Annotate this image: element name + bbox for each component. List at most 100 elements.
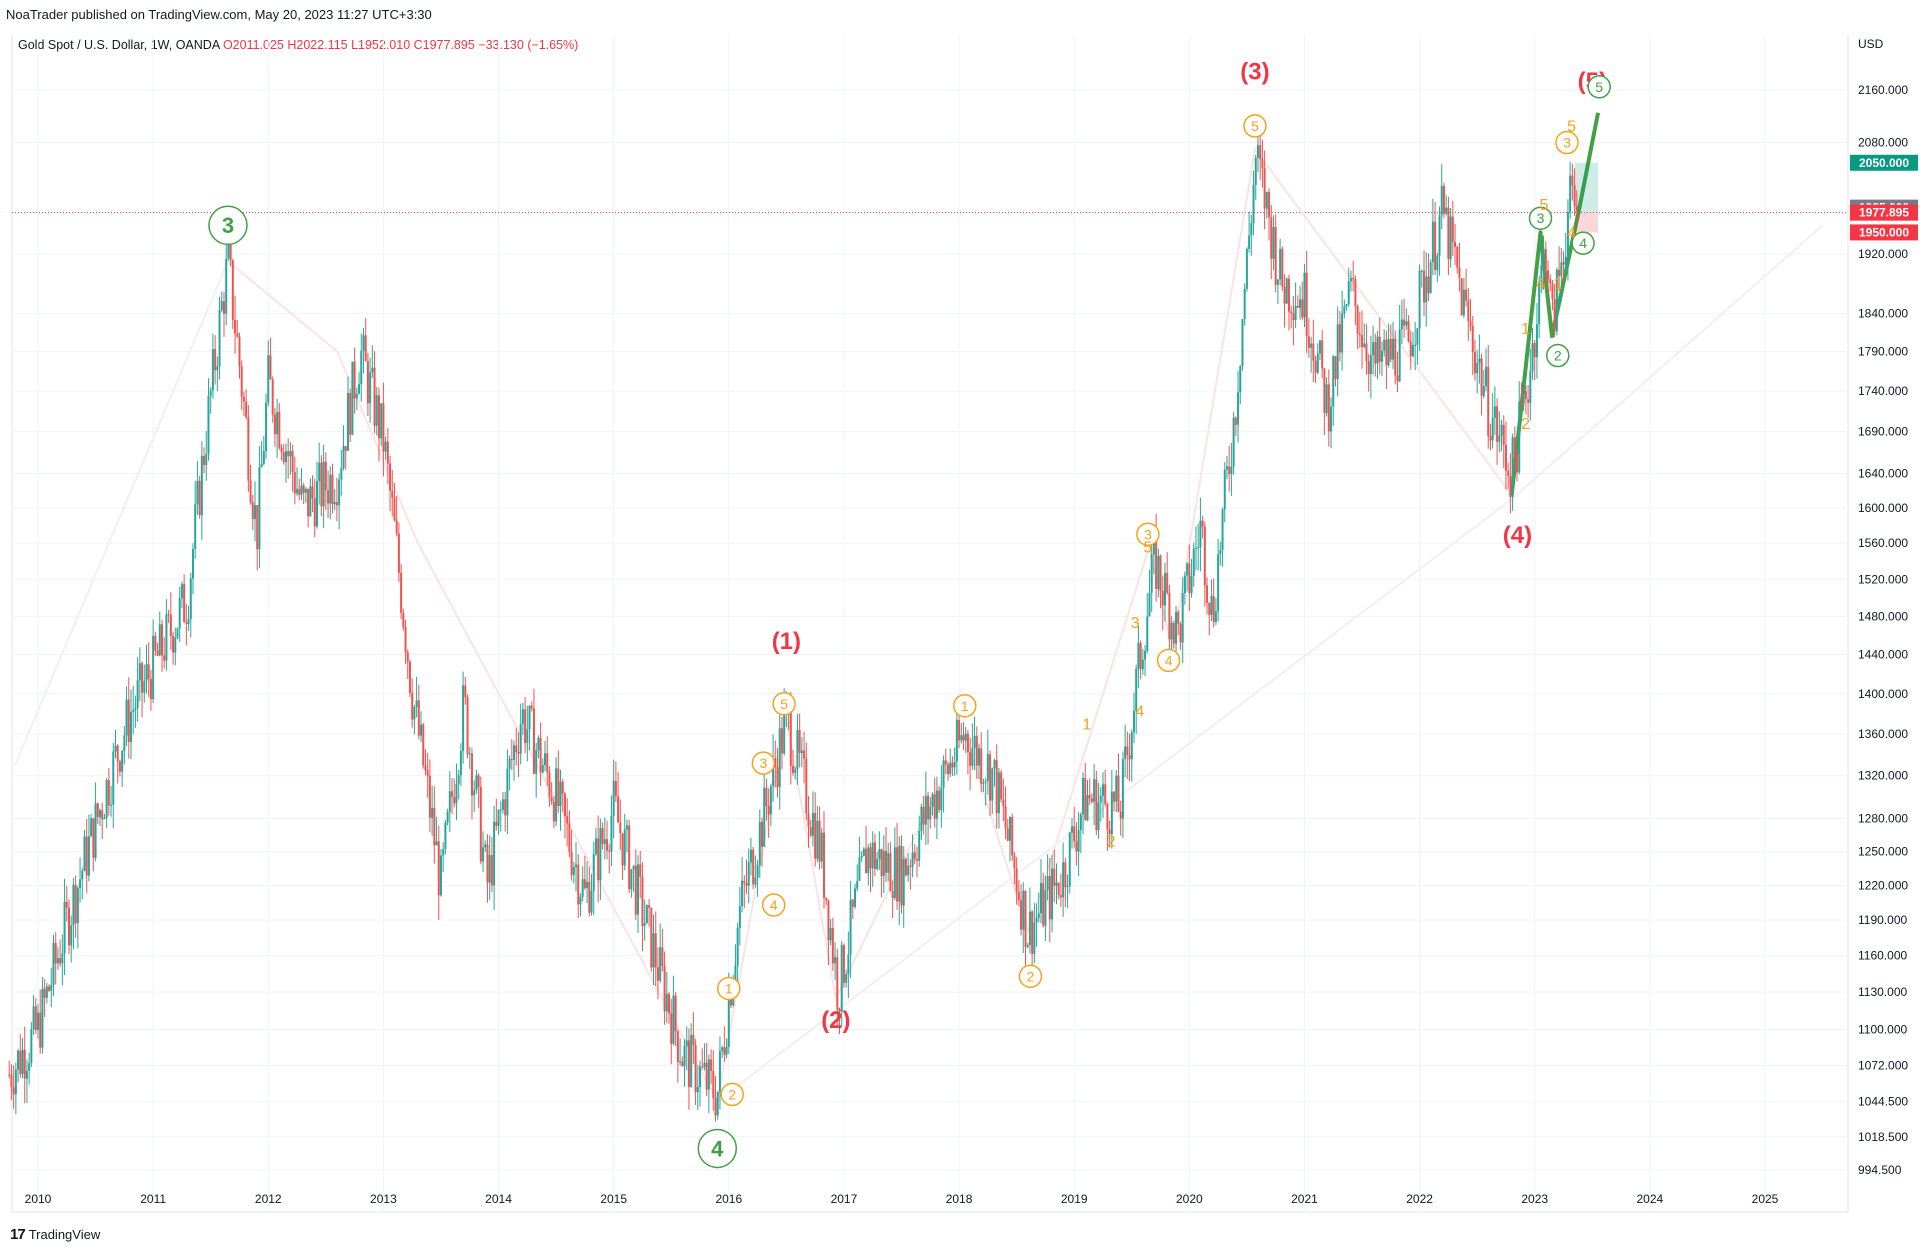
candle-body (214, 349, 217, 371)
wave-label: 2 (728, 1086, 736, 1102)
x-tick-label: 2018 (946, 1192, 973, 1206)
candle-body (836, 957, 839, 1010)
candle-body (597, 838, 600, 881)
candle-body (269, 355, 272, 380)
candle-body (869, 847, 872, 869)
x-tick-label: 2017 (831, 1192, 858, 1206)
candle-body (699, 1066, 702, 1088)
candle-body (307, 488, 310, 517)
candle-body (366, 361, 369, 404)
candle-body (951, 762, 954, 768)
candle-body (364, 335, 367, 362)
candle-body (154, 635, 157, 651)
target-zone (1575, 162, 1599, 213)
candle-body (1237, 392, 1240, 425)
candle-body (1549, 279, 1552, 284)
candle-body (41, 988, 44, 1048)
candle-body (1343, 306, 1346, 314)
candle-body (1121, 759, 1124, 819)
tradingview-brand[interactable]: 17 TradingView (10, 1226, 100, 1243)
candle-body (1062, 862, 1065, 898)
candle-body (393, 497, 396, 521)
candle-body (519, 724, 522, 754)
candles (8, 124, 1578, 1122)
x-tick-label: 2021 (1291, 1192, 1318, 1206)
wave-label: 4 (1567, 225, 1576, 242)
candle-body (284, 451, 287, 463)
candle-body (1212, 596, 1215, 623)
candle-body (346, 393, 349, 451)
candle-body (1502, 424, 1505, 446)
candle-body (315, 481, 318, 527)
wave-label: 5 (1595, 79, 1603, 95)
candle-body (561, 781, 564, 794)
candle-body (550, 797, 553, 802)
candle-body (488, 855, 491, 883)
candle-body (955, 719, 958, 762)
candle-body (668, 993, 671, 1014)
wave-label: 2 (1554, 348, 1562, 364)
candle-body (362, 335, 365, 351)
candle-body (1256, 145, 1259, 158)
candle-body (1529, 371, 1532, 403)
candle-body (486, 844, 489, 883)
candle-body (1551, 283, 1554, 300)
candle-body (400, 572, 403, 613)
y-tick-label: 1044.500 (1858, 1095, 1908, 1109)
candle-body (1243, 288, 1246, 320)
candle-body (1522, 391, 1525, 404)
price-axis[interactable]: 994.500 1018.500 1044.500 1072.000 1100.000 1… (1850, 37, 1918, 1177)
candle-body (87, 836, 90, 876)
candle-body (681, 1061, 684, 1067)
candle-body (1141, 659, 1144, 670)
candle-body (769, 786, 772, 815)
x-tick-label: 2025 (1752, 1192, 1779, 1206)
wave-label-circle (720, 1082, 745, 1107)
y-tick-label: 1360.000 (1858, 727, 1908, 741)
candle-body (1148, 592, 1151, 617)
candle-body (929, 806, 932, 820)
candle-body (871, 842, 874, 869)
x-tick-label: 2013 (370, 1192, 397, 1206)
candle-body (831, 928, 834, 964)
wave-label-circle (1571, 231, 1595, 255)
candle-body (842, 944, 845, 983)
candle-body (386, 441, 389, 464)
candle-body (1110, 791, 1113, 835)
candle-body (1345, 303, 1348, 307)
candle-body (180, 584, 183, 599)
wave-label: 3 (1131, 615, 1140, 632)
candle-body (324, 461, 327, 491)
candle-body (426, 770, 429, 776)
candle-body (816, 820, 819, 859)
candle-body (982, 782, 985, 784)
candle-body (114, 745, 117, 752)
candle-body (1418, 270, 1421, 329)
candle-body (382, 403, 385, 452)
candle-body (448, 791, 451, 812)
candle-body (160, 624, 163, 656)
candle-body (1042, 883, 1045, 926)
candle-body (1254, 157, 1257, 185)
y-tick-label: 1220.000 (1858, 878, 1908, 892)
candle-body (1287, 278, 1290, 312)
candle-body (1026, 945, 1029, 947)
candle-body (1075, 841, 1078, 852)
time-axis[interactable]: 2010 2011 2012 2013 2014 2015 2016 2017 2018 2019… (25, 1192, 1779, 1206)
candle-body (1467, 300, 1470, 322)
candle-body (1367, 361, 1370, 374)
candle-body (287, 451, 290, 457)
candle-body (482, 847, 485, 862)
candle-body (253, 505, 256, 520)
candle-body (960, 735, 963, 741)
candle-body (1485, 366, 1488, 387)
candle-body (599, 828, 602, 881)
candle-body (904, 858, 907, 876)
candle-body (1268, 192, 1271, 218)
candle-body (1059, 895, 1062, 898)
candle-body (931, 794, 934, 807)
candle-body (641, 876, 644, 926)
candle-body (271, 379, 274, 415)
y-tick-label: 1072.000 (1858, 1059, 1908, 1073)
